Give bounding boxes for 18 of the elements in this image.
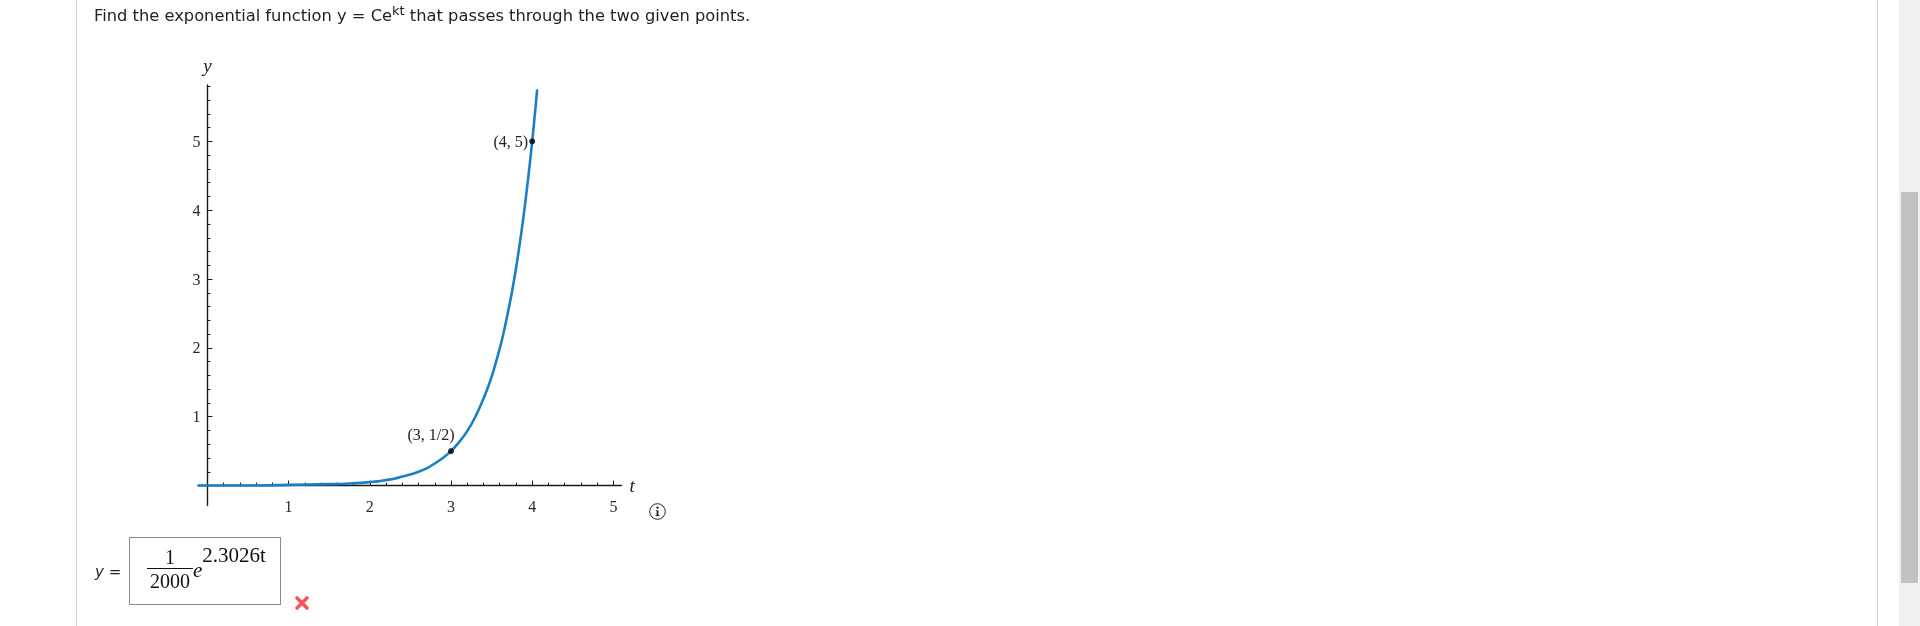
- y-axis-title: y: [201, 55, 213, 76]
- y-tick-label: 1: [192, 408, 201, 426]
- y-tick-label: 3: [192, 270, 201, 288]
- annotation: (4, 5): [493, 132, 529, 151]
- x-tick-label: 3: [447, 498, 455, 516]
- x-tick-label: 5: [609, 498, 618, 516]
- y-tick-label: 2: [192, 339, 201, 357]
- x-tick-label: 4: [528, 498, 537, 516]
- y-tick-label: 5: [192, 132, 201, 150]
- text: 1: [165, 546, 175, 568]
- text: 2000: [150, 570, 190, 592]
- annotation: (3, 1/2): [407, 425, 455, 444]
- chart-title: Find the exponential function y = Ce$^{kt}$ that passes through the two given points.: [94, 2, 751, 27]
- x-tick-label: 1: [284, 498, 293, 516]
- x-axis-title: t: [629, 475, 636, 497]
- text: y =: [95, 562, 122, 582]
- x-tick-label: 2: [365, 498, 374, 516]
- y-tick-label: 4: [192, 201, 201, 219]
